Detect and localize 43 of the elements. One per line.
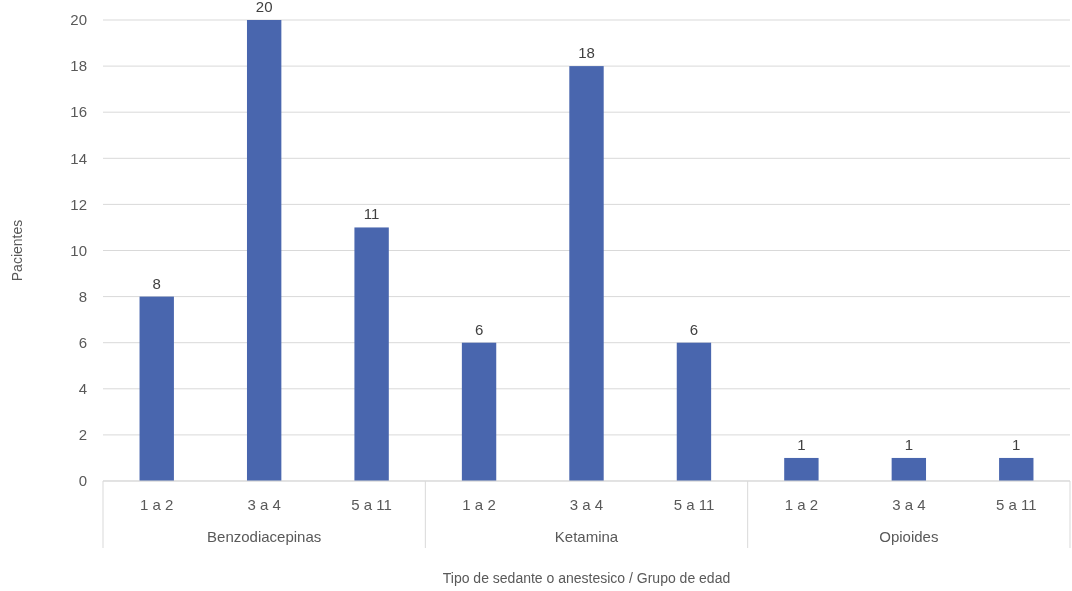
text: Ketamina [554, 528, 619, 545]
bar [246, 20, 282, 481]
data-label: 1 [797, 435, 806, 453]
x-tick-label: 1 a 2 [784, 496, 819, 513]
y-tick-label: 4 [78, 380, 87, 398]
bar [139, 296, 174, 481]
y-tick-label: 14 [70, 149, 87, 167]
text: Opioides [879, 528, 939, 545]
data-label: 20 [255, 0, 273, 15]
y-tick-label: 16 [70, 103, 87, 121]
x-axis-title: Tipo de sedante o anestesico / Grupo de edad [442, 570, 731, 586]
y-tick-label: 10 [70, 241, 87, 259]
data-label: 18 [578, 44, 595, 62]
data-label: 1 [904, 435, 914, 453]
data-label: 8 [152, 274, 161, 292]
bar [354, 227, 389, 481]
x-tick-label: 5 a 11 [995, 496, 1037, 513]
x-tick-label: 5 a 11 [351, 496, 392, 513]
text: Benzodiacepinas [207, 528, 322, 545]
y-axis-title: Pacientes [9, 219, 25, 282]
data-label: 6 [689, 320, 699, 338]
x-tick-label: 3 a 4 [892, 496, 926, 513]
data-label: 1 [1012, 435, 1021, 453]
x-tick-label: 1 a 2 [140, 496, 174, 513]
x-tick-label: 3 a 4 [569, 496, 604, 513]
y-tick-label: 20 [70, 11, 87, 29]
bar [461, 342, 497, 481]
bar [999, 457, 1034, 481]
bar [784, 457, 819, 481]
y-tick-label: 6 [78, 333, 87, 351]
data-label: 6 [474, 320, 484, 338]
y-tick-label: 0 [78, 472, 87, 490]
x-tick-label: 5 a 11 [673, 496, 715, 513]
data-label: 11 [363, 205, 380, 223]
y-tick-label: 18 [70, 57, 87, 75]
y-tick-label: 12 [70, 195, 87, 213]
y-tick-label: 8 [78, 287, 87, 305]
bar [891, 457, 927, 481]
bar [569, 66, 604, 481]
x-tick-label: 1 a 2 [462, 496, 496, 513]
x-tick-label: 3 a 4 [247, 496, 281, 513]
y-tick-label: 2 [78, 426, 87, 444]
bar [676, 342, 712, 481]
